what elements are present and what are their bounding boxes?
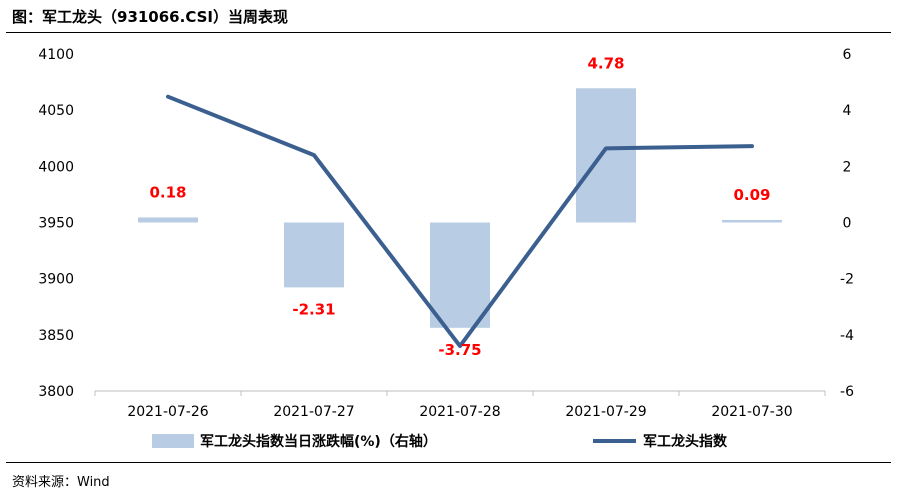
x-tick-label: 2021-07-28: [419, 404, 500, 420]
bar-data-label: -2.31: [292, 300, 335, 318]
y-tick-labels: 3800 3850 3900 3950 4000 4050 4100 -6 -4 -2 0 2 4 6: [38, 47, 854, 400]
bar-2021-07-29: [576, 88, 636, 223]
y-left-tick-label: 3950: [38, 216, 74, 232]
y-left-tick-label: 3900: [38, 272, 74, 288]
legend-bar-swatch: [152, 434, 194, 448]
bar-data-label: 0.09: [733, 186, 770, 204]
x-tick-label: 2021-07-27: [273, 404, 354, 420]
bar-data-label: 4.78: [587, 54, 624, 72]
axes: [94, 390, 826, 396]
bar-2021-07-30: [722, 219, 782, 223]
x-tick-label: 2021-07-30: [711, 404, 792, 420]
bar-data-label: 0.18: [149, 183, 186, 201]
y-left-tick-label: 4050: [38, 103, 74, 119]
source-note: 资料来源：Wind: [12, 475, 110, 490]
legend-line-label: 军工龙头指数: [643, 433, 728, 450]
y-right-tick-label: 4: [843, 103, 852, 119]
bar-2021-07-27: [284, 222, 344, 288]
y-left-tick-label: 3850: [38, 328, 74, 344]
y-right-tick-label: 6: [843, 47, 852, 63]
x-tick-label: 2021-07-29: [565, 404, 646, 420]
y-left-tick-label: 4000: [38, 159, 74, 175]
bar-2021-07-28: [430, 222, 490, 328]
bars: [138, 88, 782, 328]
x-tick-labels: 2021-07-26 2021-07-27 2021-07-28 2021-07-29…: [127, 404, 792, 420]
bar-2021-07-26: [138, 217, 198, 223]
x-tick-label: 2021-07-26: [127, 404, 208, 420]
y-right-tick-label: -6: [840, 384, 854, 400]
legend-bar-label: 军工龙头指数当日涨跌幅(%)（右轴）: [200, 433, 437, 450]
title-rule: [6, 32, 891, 33]
y-right-tick-label: 0: [843, 216, 852, 232]
y-right-tick-label: -2: [840, 272, 854, 288]
y-right-tick-label: 2: [843, 159, 852, 175]
y-left-tick-label: 3800: [38, 384, 74, 400]
source-rule: [6, 462, 891, 463]
chart-title: 图：军工龙头（931066.CSI）当周表现: [12, 8, 288, 26]
y-right-tick-label: -4: [840, 328, 854, 344]
index-line: [166, 94, 754, 349]
y-left-tick-label: 4100: [38, 47, 74, 63]
data-labels: 0.18 -2.31 -3.75 4.78 0.09: [149, 54, 770, 359]
bar-data-label: -3.75: [438, 341, 481, 359]
legend: 军工龙头指数当日涨跌幅(%)（右轴） 军工龙头指数: [152, 433, 728, 450]
